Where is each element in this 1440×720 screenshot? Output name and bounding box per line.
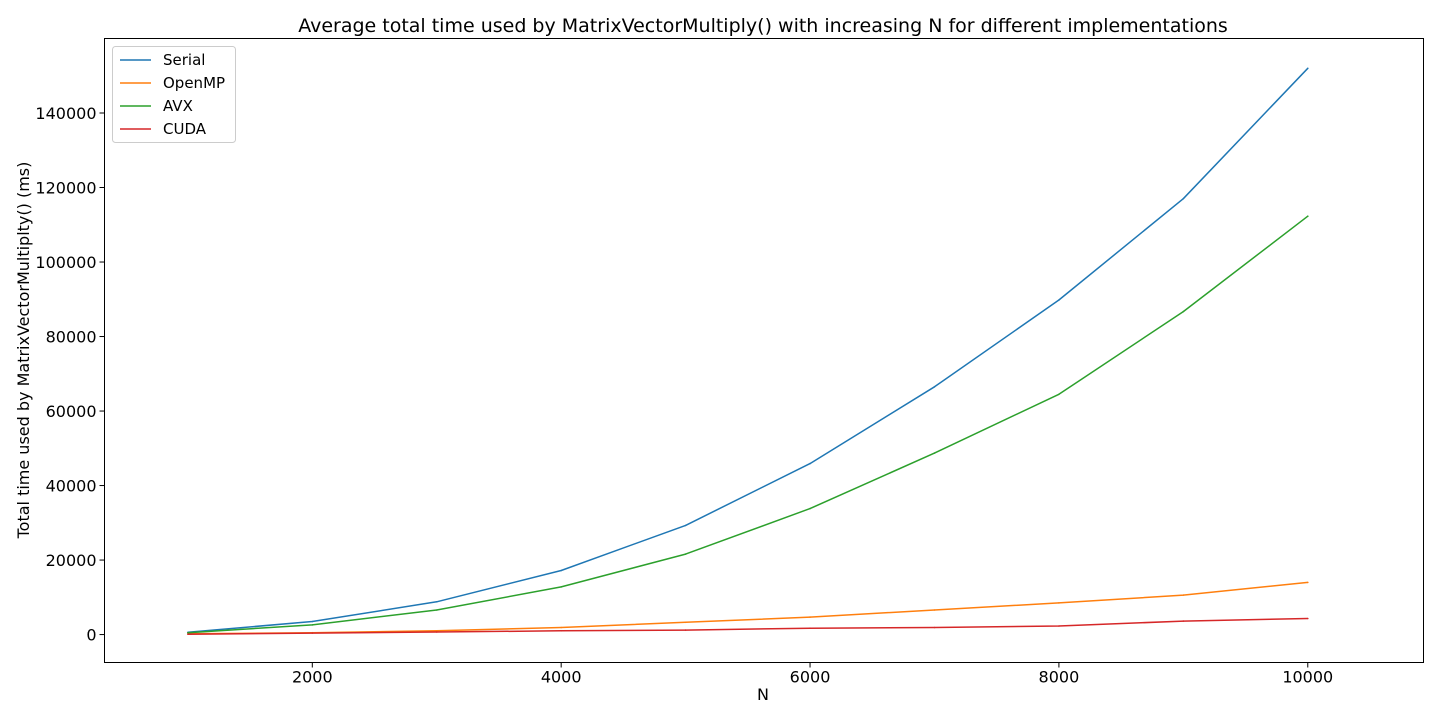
data-point-serial bbox=[1058, 299, 1060, 301]
legend-label: CUDA bbox=[163, 120, 207, 138]
x-axis: 2000 4000 6000 8000 10000 bbox=[292, 662, 1333, 687]
x-tick-label: 4000 bbox=[541, 668, 582, 687]
y-axis: 0 20000 40000 60000 80000 100000 120000 140000 bbox=[35, 104, 105, 645]
data-point-cuda bbox=[311, 632, 314, 634]
data-point-avx bbox=[311, 624, 314, 626]
data-point-openmp bbox=[1182, 594, 1185, 596]
data-point-cuda bbox=[1182, 620, 1185, 622]
data-point-cuda bbox=[1307, 617, 1309, 620]
data-point-serial bbox=[933, 386, 936, 388]
data-point-serial bbox=[435, 601, 438, 603]
legend-label: Serial bbox=[163, 51, 205, 69]
y-tick-label: 140000 bbox=[35, 104, 96, 123]
data-point-openmp bbox=[933, 609, 936, 611]
y-tick-label: 100000 bbox=[35, 253, 96, 272]
series-line-openmp bbox=[187, 581, 1308, 635]
y-axis-label: Total time used by MatrixVectorMultiplty… bbox=[14, 162, 33, 540]
x-tick-label: 6000 bbox=[790, 668, 831, 687]
data-point-openmp bbox=[1058, 602, 1060, 604]
data-point-cuda bbox=[809, 627, 811, 629]
x-tick-label: 8000 bbox=[1039, 668, 1080, 687]
data-point-serial bbox=[1182, 197, 1185, 200]
series-line-serial bbox=[187, 67, 1309, 634]
data-point-avx bbox=[809, 507, 811, 510]
x-tick-label: 10000 bbox=[1282, 668, 1333, 687]
data-point-serial bbox=[311, 620, 314, 623]
data-point-avx bbox=[1058, 393, 1060, 396]
series-line-cuda bbox=[187, 617, 1308, 635]
legend-item-openmp: OpenMP bbox=[120, 74, 225, 92]
data-point-openmp bbox=[1307, 581, 1309, 584]
legend-item-avx: AVX bbox=[120, 97, 193, 115]
data-point-openmp bbox=[684, 621, 687, 624]
data-point-cuda bbox=[187, 633, 189, 635]
legend-frame bbox=[112, 46, 236, 143]
y-tick-label: 120000 bbox=[35, 179, 96, 198]
plot-area bbox=[104, 38, 1424, 663]
x-tick-label: 2000 bbox=[292, 668, 333, 687]
legend-label: AVX bbox=[163, 97, 193, 115]
data-point-cuda bbox=[684, 629, 687, 631]
legend-item-cuda: CUDA bbox=[120, 120, 207, 138]
y-tick-label: 0 bbox=[86, 626, 96, 645]
series-line-avx bbox=[187, 215, 1309, 634]
data-point-avx bbox=[1182, 310, 1185, 313]
y-tick-label: 40000 bbox=[46, 477, 97, 496]
data-point-avx bbox=[933, 452, 936, 454]
data-point-serial bbox=[809, 462, 811, 465]
legend-items: Serial OpenMP AVX CUDA bbox=[120, 51, 225, 138]
data-point-avx bbox=[1307, 215, 1309, 217]
y-tick-label: 60000 bbox=[46, 402, 97, 421]
data-point-openmp bbox=[560, 626, 562, 629]
y-tick-label: 80000 bbox=[46, 328, 97, 347]
x-axis-label: N bbox=[757, 685, 769, 704]
series-layer bbox=[187, 67, 1309, 635]
data-point-avx bbox=[560, 586, 562, 588]
data-point-cuda bbox=[1058, 625, 1060, 627]
data-point-avx bbox=[187, 631, 189, 634]
data-point-openmp bbox=[435, 630, 438, 632]
data-point-cuda bbox=[435, 631, 438, 633]
chart-title: Average total time used by MatrixVectorM… bbox=[298, 15, 1228, 37]
data-point-serial bbox=[684, 524, 687, 527]
plot-frame bbox=[104, 38, 1424, 663]
legend: Serial OpenMP AVX CUDA bbox=[112, 46, 236, 143]
legend-label: OpenMP bbox=[163, 74, 225, 92]
data-point-cuda bbox=[933, 626, 936, 629]
data-point-openmp bbox=[809, 616, 811, 618]
legend-item-serial: Serial bbox=[120, 51, 205, 69]
data-point-avx bbox=[684, 553, 687, 555]
y-tick-label: 20000 bbox=[46, 551, 97, 570]
data-point-avx bbox=[435, 609, 438, 611]
data-point-cuda bbox=[560, 630, 562, 632]
data-point-serial bbox=[560, 569, 562, 572]
data-point-serial bbox=[1307, 67, 1309, 70]
